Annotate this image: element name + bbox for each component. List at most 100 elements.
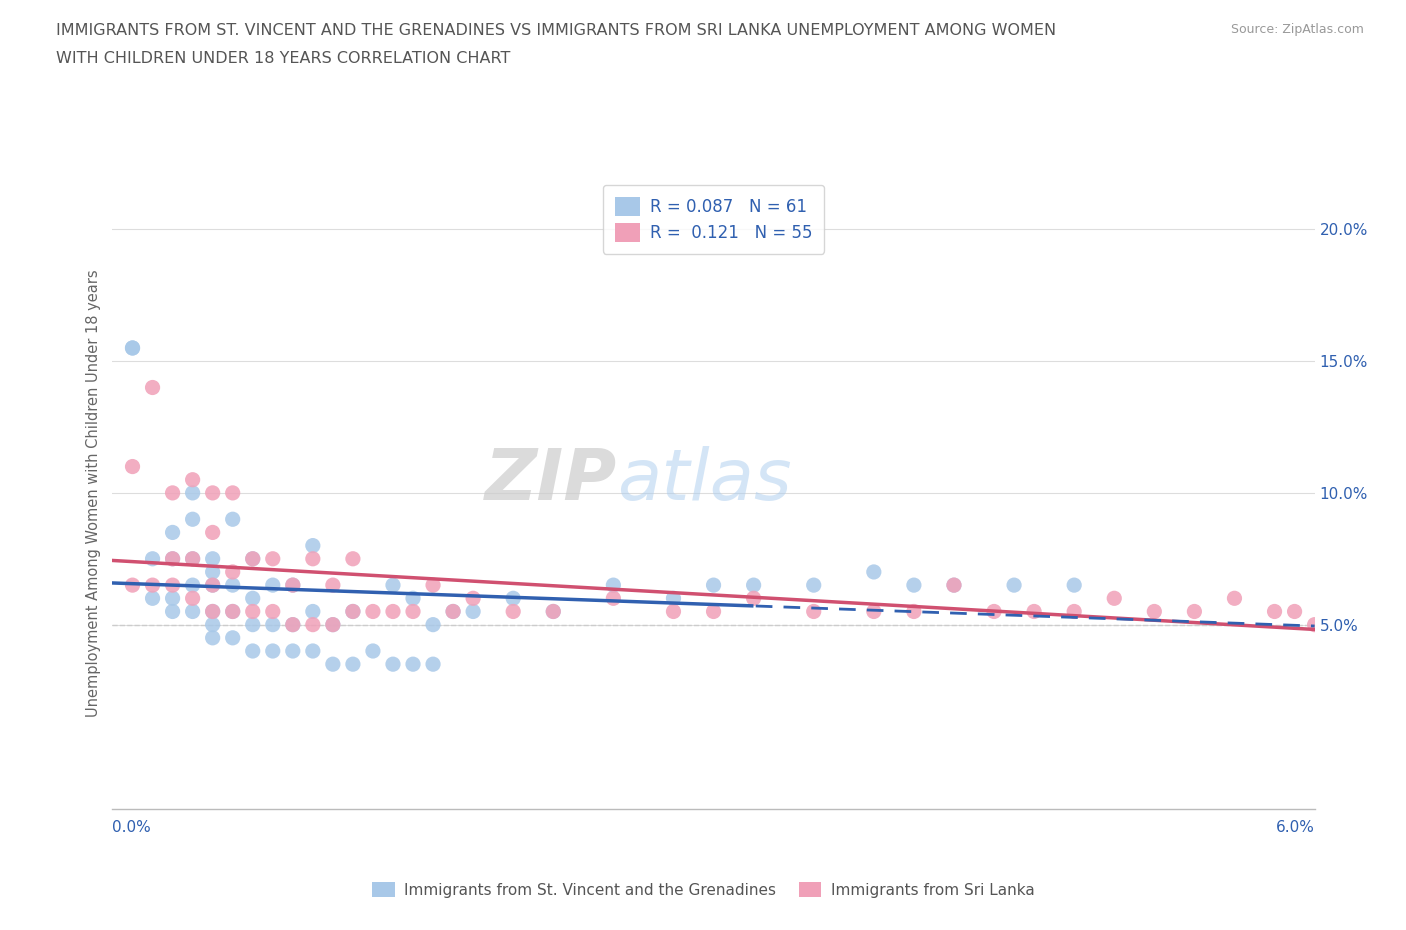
Point — [181, 512, 204, 526]
Point — [141, 551, 163, 566]
Point — [201, 604, 224, 619]
Point — [302, 538, 325, 553]
Point — [543, 604, 565, 619]
Point — [242, 551, 264, 566]
Point — [201, 618, 224, 632]
Point — [281, 578, 304, 592]
Point — [222, 512, 245, 526]
Point — [222, 565, 245, 579]
Point — [803, 578, 825, 592]
Point — [662, 604, 685, 619]
Text: WITH CHILDREN UNDER 18 YEARS CORRELATION CHART: WITH CHILDREN UNDER 18 YEARS CORRELATION… — [56, 51, 510, 66]
Point — [242, 618, 264, 632]
Point — [543, 604, 565, 619]
Point — [302, 618, 325, 632]
Point — [181, 604, 204, 619]
Point — [422, 578, 444, 592]
Point — [1284, 604, 1306, 619]
Point — [141, 591, 163, 605]
Point — [121, 340, 143, 355]
Point — [141, 578, 163, 592]
Point — [302, 644, 325, 658]
Point — [162, 551, 184, 566]
Point — [803, 604, 825, 619]
Point — [201, 485, 224, 500]
Point — [502, 591, 524, 605]
Point — [242, 644, 264, 658]
Text: 6.0%: 6.0% — [1275, 820, 1315, 835]
Point — [342, 604, 364, 619]
Point — [262, 618, 284, 632]
Point — [181, 578, 204, 592]
Point — [201, 551, 224, 566]
Point — [322, 578, 344, 592]
Point — [201, 565, 224, 579]
Point — [1264, 604, 1286, 619]
Point — [262, 578, 284, 592]
Point — [422, 657, 444, 671]
Point — [1024, 604, 1046, 619]
Point — [862, 604, 886, 619]
Point — [903, 578, 925, 592]
Point — [402, 604, 425, 619]
Text: 0.0%: 0.0% — [112, 820, 152, 835]
Point — [382, 578, 405, 592]
Text: atlas: atlas — [617, 445, 792, 514]
Point — [141, 380, 163, 395]
Point — [281, 618, 304, 632]
Point — [322, 618, 344, 632]
Point — [201, 525, 224, 539]
Point — [602, 591, 624, 605]
Point — [361, 644, 384, 658]
Point — [382, 657, 405, 671]
Point — [121, 578, 143, 592]
Point — [262, 551, 284, 566]
Point — [943, 578, 966, 592]
Y-axis label: Unemployment Among Women with Children Under 18 years: Unemployment Among Women with Children U… — [86, 269, 101, 717]
Point — [222, 578, 245, 592]
Point — [222, 604, 245, 619]
Point — [702, 578, 725, 592]
Point — [1223, 591, 1246, 605]
Point — [281, 644, 304, 658]
Point — [281, 618, 304, 632]
Point — [201, 604, 224, 619]
Point — [402, 657, 425, 671]
Point — [242, 604, 264, 619]
Point — [382, 604, 405, 619]
Point — [862, 565, 886, 579]
Point — [162, 485, 184, 500]
Point — [662, 591, 685, 605]
Point — [201, 578, 224, 592]
Point — [1063, 578, 1085, 592]
Point — [342, 604, 364, 619]
Point — [281, 578, 304, 592]
Point — [181, 472, 204, 487]
Point — [742, 578, 765, 592]
Point — [222, 631, 245, 645]
Point — [903, 604, 925, 619]
Point — [1002, 578, 1025, 592]
Point — [302, 551, 325, 566]
Point — [1143, 604, 1166, 619]
Point — [242, 551, 264, 566]
Text: Source: ZipAtlas.com: Source: ZipAtlas.com — [1230, 23, 1364, 36]
Point — [222, 485, 245, 500]
Point — [702, 604, 725, 619]
Text: IMMIGRANTS FROM ST. VINCENT AND THE GRENADINES VS IMMIGRANTS FROM SRI LANKA UNEM: IMMIGRANTS FROM ST. VINCENT AND THE GREN… — [56, 23, 1056, 38]
Point — [602, 578, 624, 592]
Point — [983, 604, 1005, 619]
Point — [162, 578, 184, 592]
Point — [1104, 591, 1126, 605]
Point — [162, 591, 184, 605]
Point — [361, 604, 384, 619]
Point — [1303, 618, 1326, 632]
Point — [262, 604, 284, 619]
Point — [422, 618, 444, 632]
Point — [742, 591, 765, 605]
Point — [441, 604, 464, 619]
Point — [181, 485, 204, 500]
Point — [181, 551, 204, 566]
Point — [162, 604, 184, 619]
Point — [402, 591, 425, 605]
